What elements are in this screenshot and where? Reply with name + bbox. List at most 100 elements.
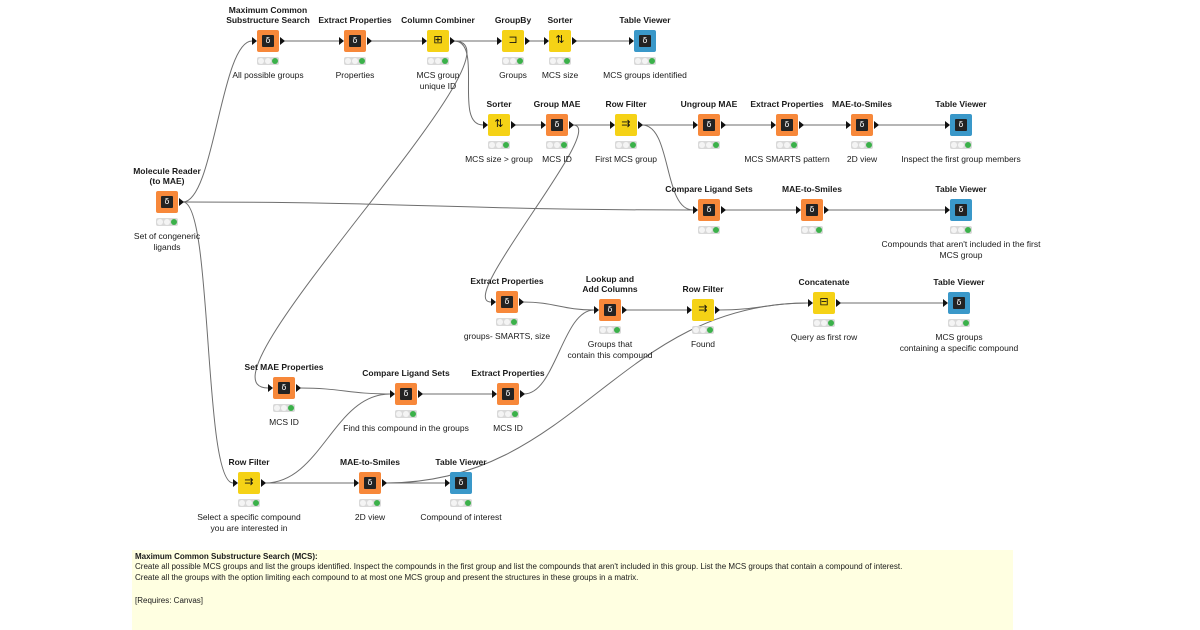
input-port[interactable] <box>594 306 599 314</box>
node-box[interactable]: ⇉ <box>610 114 643 136</box>
node-label: All possible groups <box>232 70 304 80</box>
node-box[interactable]: ⊟ <box>808 292 841 314</box>
input-port[interactable] <box>771 121 776 129</box>
output-port[interactable] <box>450 37 455 45</box>
output-port[interactable] <box>836 299 841 307</box>
input-port[interactable] <box>610 121 615 129</box>
output-port[interactable] <box>367 37 372 45</box>
input-port[interactable] <box>390 390 395 398</box>
node-box[interactable]: δ <box>945 114 972 136</box>
input-port[interactable] <box>943 299 948 307</box>
node-box[interactable]: δ <box>156 191 184 213</box>
output-port[interactable] <box>280 37 285 45</box>
workflow-annotation[interactable]: Maximum Common Substructure Search (MCS)… <box>132 550 1013 630</box>
connection-rowfilter3-to-cls2[interactable] <box>264 393 391 484</box>
connection-mae2smi3-to-concat[interactable] <box>385 302 809 484</box>
input-port[interactable] <box>808 299 813 307</box>
connection-extract3-to-lookup[interactable] <box>522 301 595 311</box>
node-box[interactable]: δ <box>252 30 285 52</box>
input-port[interactable] <box>846 121 851 129</box>
output-port[interactable] <box>520 390 525 398</box>
connection-molreader-to-mcs[interactable] <box>182 40 253 203</box>
node-box[interactable]: ⇉ <box>687 299 720 321</box>
connection-molreader-to-cls1[interactable] <box>182 201 694 211</box>
output-port[interactable] <box>296 384 301 392</box>
node-box[interactable]: ⊐ <box>497 30 530 52</box>
output-port[interactable] <box>418 390 423 398</box>
input-port[interactable] <box>233 479 238 487</box>
output-port[interactable] <box>721 121 726 129</box>
node-box[interactable]: ⇉ <box>233 472 266 494</box>
connection-molreader-to-rowfilter3[interactable] <box>182 201 234 484</box>
executed-green-light <box>707 327 713 333</box>
output-port[interactable] <box>874 121 879 129</box>
output-port[interactable] <box>511 121 516 129</box>
inactive-light <box>510 58 516 64</box>
input-port[interactable] <box>687 306 692 314</box>
node-box[interactable]: ⊞ <box>422 30 455 52</box>
input-port[interactable] <box>339 37 344 45</box>
input-port[interactable] <box>422 37 427 45</box>
output-port[interactable] <box>525 37 530 45</box>
output-port[interactable] <box>799 121 804 129</box>
output-port[interactable] <box>569 121 574 129</box>
output-port[interactable] <box>179 198 184 206</box>
output-port[interactable] <box>572 37 577 45</box>
input-port[interactable] <box>268 384 273 392</box>
output-port[interactable] <box>638 121 643 129</box>
input-port[interactable] <box>796 206 801 214</box>
node-title: Sorter <box>547 15 573 25</box>
connection-colcomb-to-sorter2[interactable] <box>453 40 484 126</box>
input-port[interactable] <box>497 37 502 45</box>
node-box[interactable]: δ <box>491 291 524 313</box>
input-port[interactable] <box>629 37 634 45</box>
connection-rowfilter1-to-cls1[interactable] <box>641 124 694 211</box>
input-port[interactable] <box>693 206 698 214</box>
input-port[interactable] <box>252 37 257 45</box>
node-box[interactable]: ⇅ <box>483 114 516 136</box>
output-port[interactable] <box>261 479 266 487</box>
node-box[interactable]: δ <box>943 292 970 314</box>
node-box[interactable]: ⇅ <box>544 30 577 52</box>
input-port[interactable] <box>445 479 450 487</box>
input-port[interactable] <box>693 121 698 129</box>
output-port[interactable] <box>824 206 829 214</box>
output-port[interactable] <box>382 479 387 487</box>
node-box[interactable]: δ <box>492 383 525 405</box>
connection-extract4-to-lookup[interactable] <box>523 309 595 395</box>
node-box[interactable]: δ <box>629 30 656 52</box>
node-box[interactable]: δ <box>354 472 387 494</box>
input-port[interactable] <box>492 390 497 398</box>
output-port[interactable] <box>519 298 524 306</box>
input-port[interactable] <box>483 121 488 129</box>
input-port[interactable] <box>945 206 950 214</box>
output-port[interactable] <box>715 306 720 314</box>
output-port[interactable] <box>622 306 627 314</box>
input-port[interactable] <box>491 298 496 306</box>
node-box[interactable]: δ <box>390 383 423 405</box>
input-port[interactable] <box>541 121 546 129</box>
node-box[interactable]: δ <box>339 30 372 52</box>
connection-groupmae-to-extract3[interactable] <box>484 124 580 303</box>
node-box[interactable]: δ <box>268 377 301 399</box>
node-box[interactable]: δ <box>445 472 472 494</box>
connection-setmae-to-cls2[interactable] <box>299 387 391 395</box>
inactive-light <box>706 142 712 148</box>
node-box[interactable]: δ <box>771 114 804 136</box>
node-box[interactable]: δ <box>796 199 829 221</box>
output-port[interactable] <box>721 206 726 214</box>
node-box[interactable]: δ <box>945 199 972 221</box>
node-status-traffic-light <box>851 141 873 149</box>
input-port[interactable] <box>354 479 359 487</box>
node-box[interactable]: δ <box>594 299 627 321</box>
node-box[interactable]: δ <box>846 114 879 136</box>
node-label: MCS ID <box>269 417 299 427</box>
input-port[interactable] <box>544 37 549 45</box>
connection-colcomb-to-setmae[interactable] <box>254 40 468 389</box>
input-port[interactable] <box>945 121 950 129</box>
node-box[interactable]: δ <box>541 114 574 136</box>
node-box[interactable]: δ <box>693 199 726 221</box>
schrodinger-icon: δ <box>502 388 514 400</box>
node-box[interactable]: δ <box>693 114 726 136</box>
